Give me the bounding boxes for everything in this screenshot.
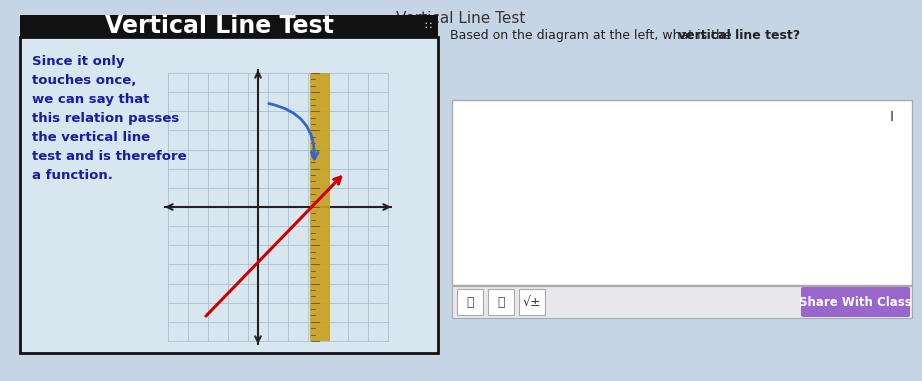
Text: a function.: a function. bbox=[32, 169, 112, 182]
Text: we can say that: we can say that bbox=[32, 93, 149, 106]
Text: vertical line test?: vertical line test? bbox=[678, 29, 799, 42]
Bar bbox=[452, 286, 912, 318]
Text: √±: √± bbox=[523, 296, 541, 309]
Bar bbox=[310, 73, 330, 341]
Text: ∷: ∷ bbox=[424, 21, 431, 31]
Text: Since it only: Since it only bbox=[32, 55, 124, 68]
FancyBboxPatch shape bbox=[801, 287, 910, 317]
Bar bbox=[20, 37, 438, 353]
Text: Share With Class: Share With Class bbox=[799, 296, 912, 309]
Bar bbox=[457, 289, 483, 315]
Text: touches once,: touches once, bbox=[32, 74, 136, 87]
Bar bbox=[488, 289, 514, 315]
Bar bbox=[20, 15, 438, 37]
Text: Vertical Line Test: Vertical Line Test bbox=[396, 11, 526, 26]
Bar bbox=[452, 100, 912, 285]
Text: test and is therefore: test and is therefore bbox=[32, 150, 186, 163]
Text: Based on the diagram at the left, what is the: Based on the diagram at the left, what i… bbox=[450, 29, 736, 42]
Text: this relation passes: this relation passes bbox=[32, 112, 179, 125]
Text: Vertical Line Test: Vertical Line Test bbox=[104, 14, 334, 38]
Text: I: I bbox=[890, 110, 894, 124]
Text: 🎤: 🎤 bbox=[497, 296, 504, 309]
Bar bbox=[519, 289, 545, 315]
Text: the vertical line: the vertical line bbox=[32, 131, 150, 144]
Text: 🖼: 🖼 bbox=[467, 296, 474, 309]
